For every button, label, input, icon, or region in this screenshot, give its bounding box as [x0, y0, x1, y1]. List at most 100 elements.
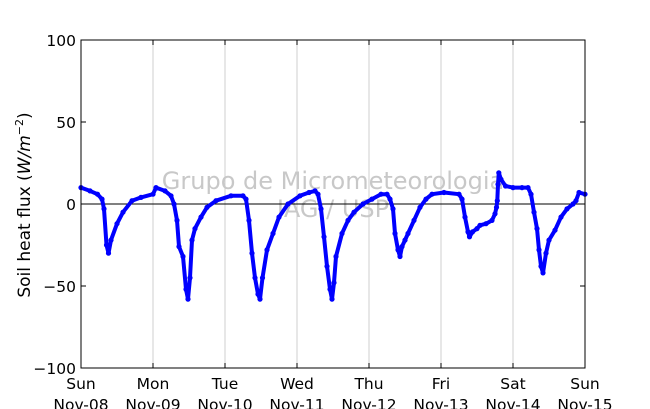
data-point	[129, 198, 135, 204]
data-point	[101, 206, 107, 212]
data-point	[321, 234, 327, 240]
x-tick-label-day: Sun	[570, 375, 600, 393]
x-axis: Sun Nov-08 Mon Nov-09 Tue Nov-10 Wed Nov-11 Thu N…	[53, 40, 613, 409]
data-point	[162, 188, 168, 194]
x-tick-label-day: Mon	[137, 375, 170, 393]
x-tick-label-day: Sat	[500, 375, 525, 393]
data-point	[94, 191, 101, 197]
y-tick-label: 50	[56, 114, 76, 132]
data-point	[462, 214, 468, 220]
data-point	[150, 191, 156, 197]
data-point	[492, 211, 498, 217]
y-axis-label-suffix: )	[15, 112, 35, 119]
data-point	[153, 185, 159, 191]
data-point	[498, 176, 504, 182]
data-point	[441, 189, 447, 196]
data-point	[183, 286, 189, 292]
x-tick-label-day: Fri	[432, 375, 450, 393]
data-point	[120, 209, 126, 215]
data-point	[531, 209, 537, 215]
data-point	[528, 191, 534, 197]
x-tick-label-date: Nov-11	[269, 396, 324, 409]
data-point	[171, 201, 177, 207]
x-tick-label-day: Thu	[353, 375, 383, 393]
data-point	[417, 204, 423, 210]
data-point	[180, 253, 186, 260]
data-point	[87, 188, 93, 194]
data-point	[402, 237, 408, 243]
data-point	[103, 242, 110, 248]
watermark-line-1: Grupo de Micrometeorologia	[162, 167, 504, 195]
y-tick-label: 100	[46, 32, 76, 50]
x-tick-label-date: Nov-12	[341, 396, 396, 409]
data-point	[329, 296, 335, 302]
data-point	[324, 263, 330, 269]
data-point	[552, 227, 558, 233]
x-tick-label-date: Nov-13	[413, 396, 468, 409]
data-point	[168, 193, 174, 199]
data-point	[534, 226, 540, 232]
data-point	[469, 229, 476, 235]
data-point	[399, 244, 405, 250]
data-point	[411, 217, 417, 223]
data-point	[198, 214, 204, 220]
data-point	[105, 250, 112, 256]
data-point	[477, 222, 483, 228]
data-point	[351, 209, 357, 215]
y-axis-label-exponent: −2	[13, 119, 26, 135]
y-axis-label: Soil heat flux (W/m−2)	[13, 112, 35, 297]
data-point	[495, 181, 501, 187]
data-point	[510, 185, 516, 191]
data-point	[255, 291, 261, 297]
data-point	[538, 263, 544, 269]
data-point	[306, 189, 312, 196]
data-point	[570, 201, 576, 207]
data-point	[369, 196, 375, 202]
data-point	[466, 234, 473, 240]
data-point	[474, 226, 480, 232]
data-series	[78, 170, 588, 302]
data-point	[174, 217, 180, 223]
data-point	[573, 198, 579, 204]
y-tick-label: −50	[43, 278, 76, 296]
data-point	[494, 198, 500, 204]
data-point	[519, 185, 525, 191]
data-point	[459, 196, 465, 202]
data-point	[502, 183, 509, 189]
data-point	[189, 237, 195, 243]
x-tick-label-day: Wed	[280, 375, 314, 393]
data-point	[331, 280, 337, 286]
data-point	[318, 206, 324, 212]
data-point	[259, 275, 266, 281]
data-point	[249, 250, 255, 256]
data-point	[315, 191, 321, 197]
data-point	[270, 230, 276, 237]
data-point	[405, 230, 411, 237]
data-point	[312, 188, 318, 194]
data-point	[99, 196, 105, 202]
data-point	[543, 250, 549, 256]
data-point	[138, 194, 144, 200]
y-axis-label-prefix: Soil heat flux (	[15, 174, 35, 297]
x-tick-label-date: Nov-15	[557, 396, 612, 409]
data-point	[204, 204, 210, 210]
data-point	[327, 286, 333, 292]
data-point	[213, 198, 219, 204]
x-tick-label-date: Nov-14	[485, 396, 540, 409]
data-point	[558, 214, 564, 220]
data-point	[540, 270, 546, 276]
x-tick-label-day: Tue	[211, 375, 238, 393]
data-point	[333, 253, 339, 260]
data-point	[378, 191, 384, 197]
data-point	[297, 193, 303, 199]
data-point	[392, 230, 398, 237]
data-point	[285, 201, 291, 207]
y-axis-label-units: W/m	[15, 135, 35, 174]
data-point	[185, 296, 191, 302]
data-point	[192, 226, 198, 232]
data-point	[546, 237, 552, 243]
x-tick-label-date: Nov-10	[197, 396, 252, 409]
data-point	[564, 206, 570, 212]
data-point	[360, 201, 366, 207]
